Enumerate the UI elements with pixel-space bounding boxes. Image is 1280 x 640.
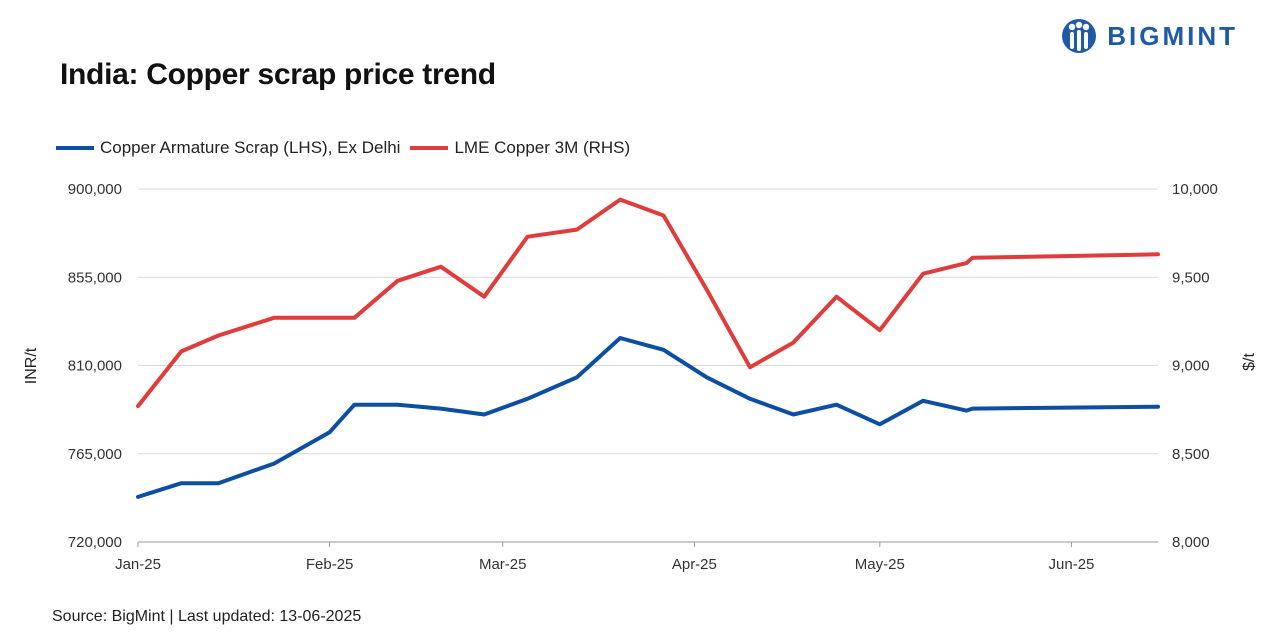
x-tick-label: Jun-25 bbox=[1049, 556, 1095, 573]
x-tick-label: Mar-25 bbox=[479, 556, 527, 573]
legend-label-scrap: Copper Armature Scrap (LHS), Ex Delhi bbox=[100, 138, 401, 157]
left-axis-label: INR/t bbox=[23, 347, 40, 384]
right-axis-ticks: 8,000 8,500 9,000 9,500 10,000 bbox=[1172, 181, 1218, 551]
left-tick-label: 855,000 bbox=[68, 269, 122, 286]
chart-legend: Copper Armature Scrap (LHS), Ex Delhi LM… bbox=[56, 138, 640, 158]
source-note: Source: BigMint | Last updated: 13-06-20… bbox=[52, 608, 362, 625]
right-tick-label: 10,000 bbox=[1172, 181, 1218, 198]
legend-item-scrap: Copper Armature Scrap (LHS), Ex Delhi bbox=[56, 138, 400, 158]
gridlines bbox=[138, 188, 1158, 543]
series-lines bbox=[136, 197, 1160, 499]
legend-swatch-scrap bbox=[56, 146, 94, 150]
legend-item-lme: LME Copper 3M (RHS) bbox=[410, 138, 630, 158]
legend-label-lme: LME Copper 3M (RHS) bbox=[454, 138, 631, 157]
x-tick-label: May-25 bbox=[855, 556, 905, 573]
left-tick-label: 810,000 bbox=[68, 358, 122, 375]
left-tick-label: 900,000 bbox=[68, 181, 122, 198]
left-tick-label: 720,000 bbox=[68, 534, 122, 551]
brand-name: BIGMINT bbox=[1107, 20, 1238, 51]
left-axis-ticks: 720,000 765,000 810,000 855,000 900,000 bbox=[68, 181, 122, 551]
x-tick-label: Apr-25 bbox=[672, 556, 717, 573]
right-tick-label: 9,000 bbox=[1172, 358, 1210, 375]
series-line-lme-copper bbox=[136, 197, 1160, 409]
x-axis-ticks: Jan-25 Feb-25 Mar-25 Apr-25 May-25 Jun-25 bbox=[115, 542, 1094, 573]
bigmint-logo-icon bbox=[1062, 19, 1097, 53]
right-axis-label: $/t bbox=[1241, 353, 1258, 371]
left-tick-label: 765,000 bbox=[68, 446, 122, 463]
right-tick-label: 8,000 bbox=[1172, 534, 1210, 551]
chart-title: India: Copper scrap price trend bbox=[60, 58, 496, 91]
brand-logo: BIGMINT bbox=[1061, 16, 1238, 56]
x-tick-label: Jan-25 bbox=[115, 556, 161, 573]
legend-swatch-lme bbox=[410, 146, 449, 150]
right-tick-label: 8,500 bbox=[1172, 446, 1210, 463]
right-tick-label: 9,500 bbox=[1172, 269, 1210, 286]
x-tick-label: Feb-25 bbox=[306, 556, 354, 573]
series-line-copper-armature-scrap bbox=[136, 336, 1160, 499]
